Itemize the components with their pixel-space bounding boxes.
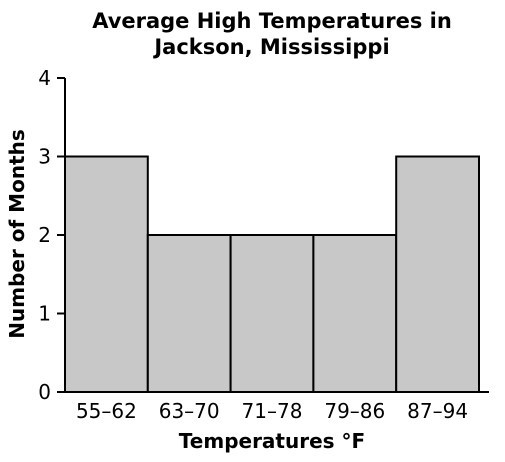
x-tick-label: 87–94 [407,399,468,423]
bar-63–70 [146,234,232,393]
y-tick-label: 2 [38,223,51,247]
y-tick-label: 1 [38,302,51,326]
y-tick-label: 4 [38,66,51,90]
y-tick-label: 0 [38,380,51,404]
x-axis-title: Temperatures °F [179,429,365,453]
x-tick-label: 71–78 [242,399,303,423]
bar-71–78 [229,234,315,393]
bar-87–94 [395,155,481,393]
y-tick-label: 3 [38,145,51,169]
bar-79–86 [312,234,398,393]
chart-title-line-2: Jackson, Mississippi [152,35,389,59]
x-tick-label: 63–70 [159,399,220,423]
y-ticks-group: 0 1 2 3 4 [38,66,65,404]
bar-55–62 [64,155,149,393]
x-tick-label: 55–62 [76,399,137,423]
y-axis-title: Number of Months [5,129,29,339]
chart-title-line-1: Average High Temperatures in [92,9,452,33]
bars-group [64,155,481,393]
x-tick-label: 79–86 [324,399,385,423]
x-ticks-group: 55–62 63–70 71–78 79–86 87–94 [76,399,468,423]
